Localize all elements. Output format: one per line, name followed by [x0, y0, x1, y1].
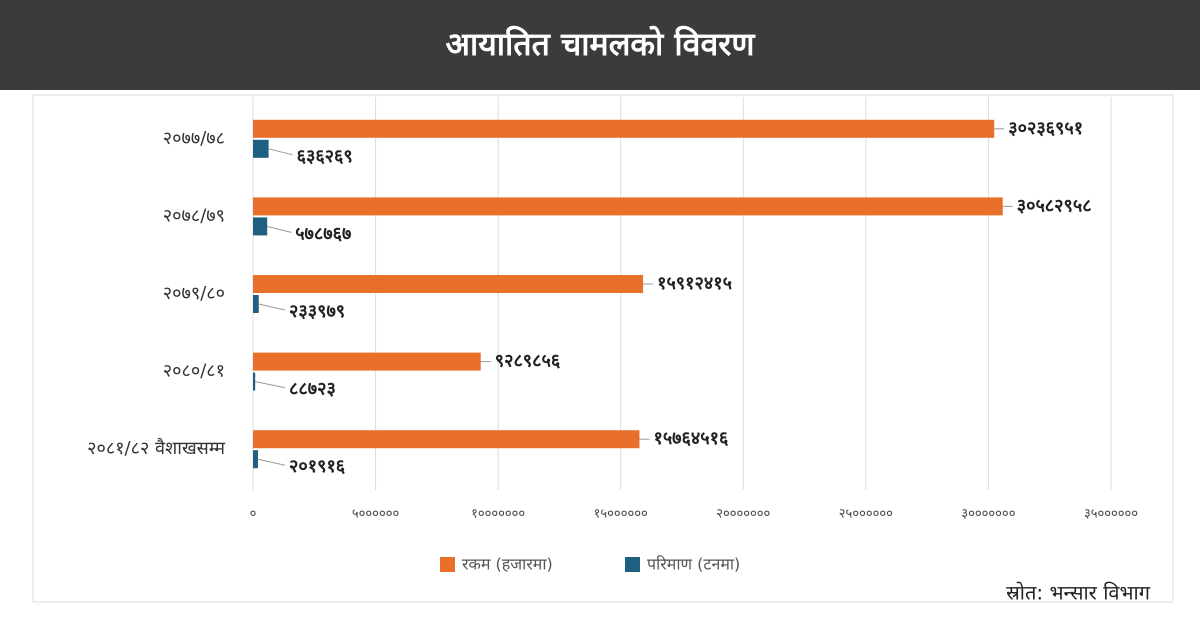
bar — [253, 139, 269, 158]
x-tick-label: ३५०००००० — [1084, 507, 1138, 522]
legend-label: परिमाण (टनमा) — [647, 555, 740, 574]
value-label: १५९१२४१५ — [657, 273, 732, 294]
source-note: स्रोत: भन्सार विभाग — [1006, 581, 1151, 605]
leader-line — [255, 381, 286, 389]
chart-title: आयातित चामलको विवरण — [445, 25, 756, 63]
x-tick-label: २००००००० — [716, 507, 770, 522]
x-tick-label: ० — [250, 507, 257, 522]
value-label: ६३६२६९ — [297, 146, 353, 167]
value-label: ५७८७६७ — [295, 223, 351, 244]
bar — [253, 372, 256, 391]
bar — [253, 352, 481, 371]
legend-swatch — [440, 557, 455, 572]
x-tick-label: १००००००० — [471, 507, 525, 522]
value-label: २३३९७९ — [289, 301, 345, 322]
value-label: २०१९१६ — [289, 456, 346, 477]
bar — [253, 295, 259, 313]
y-tick-label: २०७७/७८ — [163, 128, 225, 149]
y-tick-label: २०७८/७९ — [163, 205, 225, 226]
bar — [253, 275, 644, 293]
x-tick-label: २५०००००० — [839, 507, 893, 522]
chart-frame — [32, 94, 1174, 603]
bar — [253, 119, 995, 138]
header-band — [0, 0, 1200, 90]
bar — [253, 430, 640, 449]
x-tick-label: ३००००००० — [961, 507, 1015, 522]
legend-swatch — [625, 557, 640, 572]
leader-line — [267, 225, 292, 233]
y-tick-label: २०८०/८१ — [163, 361, 225, 382]
bar — [253, 197, 1003, 216]
value-label: १५७६४५१६ — [653, 428, 729, 449]
value-label: ३०२३६९५१ — [1008, 118, 1083, 139]
value-label: ९२८९८५६ — [495, 351, 561, 372]
bar — [253, 450, 258, 469]
leader-line — [268, 148, 293, 156]
value-label: ३०५८२९५८ — [1017, 195, 1092, 216]
value-label: ८८७२३ — [289, 379, 336, 400]
x-tick-label: १५०००००० — [594, 507, 648, 522]
leader-line — [258, 303, 286, 311]
bar — [253, 217, 268, 236]
legend-label: रकम (हजारमा) — [462, 555, 553, 574]
y-tick-label: २०८१/८२ वैशाखसम्म — [87, 437, 226, 459]
y-tick-label: २०७९/८० — [163, 283, 225, 304]
x-tick-label: ५०००००० — [352, 507, 399, 522]
leader-line — [257, 458, 286, 466]
